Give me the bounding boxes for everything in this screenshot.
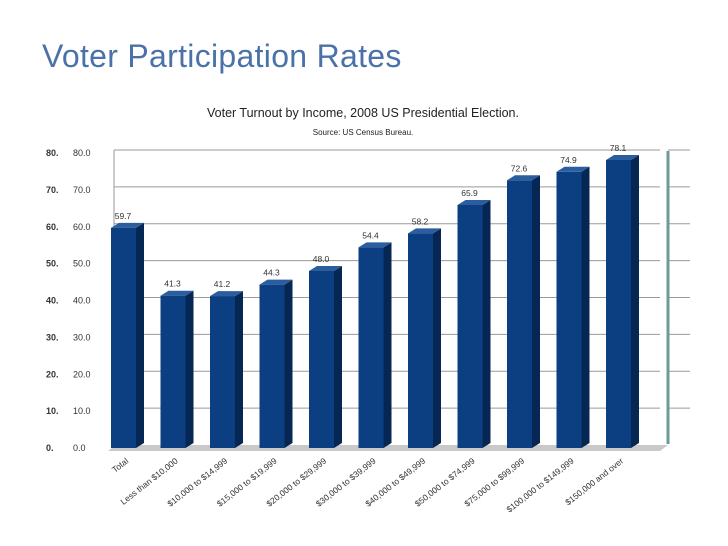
bar — [556, 171, 582, 448]
outer-y-tick-label: 60. — [46, 222, 59, 232]
slide-title: Voter Participation Rates — [42, 38, 402, 74]
bar — [358, 247, 384, 448]
bar-top — [111, 222, 144, 228]
bar — [408, 233, 433, 448]
outer-y-tick-label: 30. — [46, 332, 59, 342]
bar-top — [457, 199, 491, 205]
value-labels: 59.7 41.3 41.2 44.3 48.0 54.4 58.2 65.9 72.6 74.9… — [115, 143, 627, 289]
y-tick-label: 40.0 — [73, 296, 91, 306]
outer-y-tick-label: 70. — [46, 185, 59, 195]
bar-side — [631, 155, 639, 448]
value-label: 78.1 — [610, 143, 627, 153]
category-label: Total — [110, 456, 130, 475]
y-tick-label: 20.0 — [73, 369, 91, 379]
y-tick-label: 50.0 — [73, 259, 91, 269]
value-label: 74.9 — [560, 155, 577, 165]
value-label: 44.3 — [263, 268, 280, 278]
bar-top — [160, 290, 194, 296]
chart-title: Voter Turnout by Income, 2008 US Preside… — [207, 106, 519, 120]
outer-y-tick-label: 40. — [46, 296, 59, 306]
value-label: 41.3 — [164, 279, 181, 289]
value-label: 48.0 — [313, 254, 330, 264]
outer-y-tick-label: 0. — [46, 443, 54, 453]
bar-top — [606, 155, 639, 161]
bar-side — [482, 199, 491, 448]
outer-y-tick-label: 50. — [46, 259, 59, 269]
bar — [259, 284, 285, 448]
bar-top — [309, 266, 342, 271]
bar-top — [408, 228, 441, 234]
value-label: 54.4 — [362, 230, 379, 240]
bar-top — [210, 291, 243, 297]
bar — [111, 227, 136, 448]
bar-side — [433, 228, 441, 448]
bars — [111, 155, 639, 448]
outer-y-tick-label: 80. — [46, 148, 59, 158]
bar — [457, 204, 483, 448]
bar — [309, 271, 334, 448]
bar — [507, 180, 532, 448]
bar-side — [581, 166, 590, 448]
chart-subtitle: Source: US Census Bureau. — [313, 128, 414, 137]
value-label: 72.6 — [511, 163, 528, 173]
bar-side — [383, 242, 392, 448]
bar-top — [507, 175, 540, 181]
y-tick-label: 10.0 — [73, 406, 91, 416]
y-tick-label: 60.0 — [73, 222, 91, 232]
bar-side — [284, 279, 293, 448]
y-tick-label: 80.0 — [73, 148, 91, 158]
bar — [210, 296, 235, 448]
value-label: 58.2 — [412, 216, 429, 226]
bar-top — [259, 279, 293, 285]
outer-y-tick-label: 20. — [46, 369, 59, 379]
bar-side — [136, 222, 144, 448]
bar-side — [334, 266, 342, 448]
bar-top — [358, 242, 392, 248]
bar-side — [235, 291, 243, 448]
bar-top — [556, 166, 590, 172]
y-tick-label: 30.0 — [73, 332, 91, 342]
y-tick-label: 0.0 — [73, 443, 86, 453]
bar — [160, 295, 186, 448]
value-label: 41.2 — [214, 279, 231, 289]
bar — [606, 160, 631, 448]
value-label: 59.7 — [115, 211, 132, 221]
y-tick-label: 70.0 — [73, 185, 91, 195]
bar-side — [532, 175, 540, 448]
bar-side — [185, 290, 194, 448]
value-label: 65.9 — [461, 188, 478, 198]
outer-y-tick-label: 10. — [46, 406, 59, 416]
